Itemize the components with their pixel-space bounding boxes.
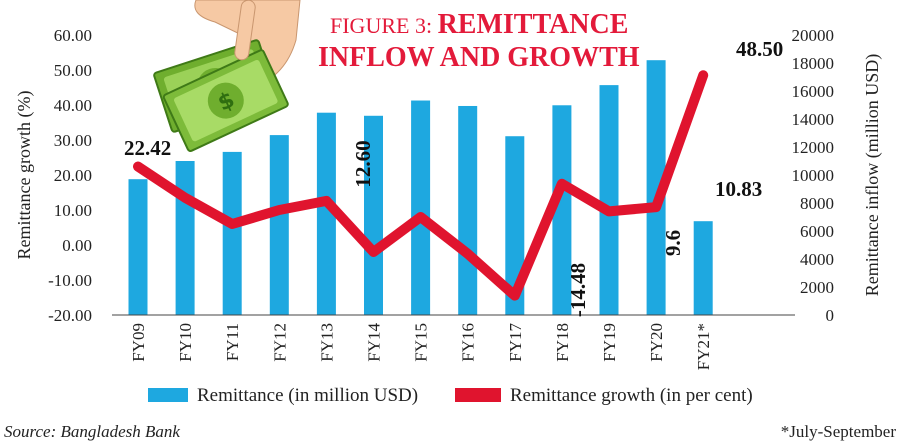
x-tick-label: FY18	[553, 323, 572, 362]
right-tick-label: 16000	[792, 82, 835, 101]
data-label-FY20: 10.83	[715, 177, 762, 201]
left-tick-label: 60.00	[54, 26, 92, 45]
x-tick-label: FY15	[412, 323, 431, 362]
left-tick-label: 50.00	[54, 61, 92, 80]
data-label-FY21: 48.50	[736, 37, 783, 61]
left-tick-label: 20.00	[54, 166, 92, 185]
legend-label-bar: Remittance (in million USD)	[197, 385, 418, 406]
bar-FY13	[316, 112, 336, 315]
x-tick-label: FY09	[129, 323, 148, 362]
left-axis-title: Remittance growth (%)	[14, 91, 35, 260]
x-tick-label: FY16	[459, 323, 478, 362]
left-tick-label: 10.00	[54, 201, 92, 220]
legend-label-line: Remittance growth (in per cent)	[510, 385, 753, 406]
hand-holding-money-icon: $	[153, 0, 301, 152]
data-label-FY19: 9.6	[661, 230, 685, 256]
bar-FY10	[175, 161, 195, 315]
right-tick-label: 14000	[792, 110, 835, 129]
source-note: Source: Bangladesh Bank	[4, 422, 180, 441]
bar-FY20	[646, 60, 666, 316]
chart-title: FIGURE 3: REMITTANCE INFLOW AND GROWTH	[318, 9, 640, 73]
legend: Remittance (in million USD) Remittance g…	[148, 385, 753, 406]
legend-swatch-bar	[148, 388, 188, 402]
bar-FY12	[269, 135, 289, 315]
right-axis-title: Remittance inflow (million USD)	[862, 54, 883, 296]
bar-FY09	[128, 179, 148, 315]
right-tick-label: 0	[826, 306, 835, 325]
right-tick-label: 6000	[800, 222, 834, 241]
bar-FY15	[411, 100, 431, 316]
left-tick-label: -10.00	[48, 271, 92, 290]
left-tick-label: 40.00	[54, 96, 92, 115]
x-tick-label: FY19	[600, 323, 619, 362]
bar-FY17	[505, 136, 525, 315]
right-tick-label: 8000	[800, 194, 834, 213]
svg-text:FIGURE 3: REMITTANCE: FIGURE 3: REMITTANCE	[330, 9, 628, 40]
period-note: *July-September	[781, 422, 897, 441]
line-series	[133, 70, 709, 301]
right-tick-label: 18000	[792, 54, 835, 73]
bar-FY21*	[693, 221, 713, 315]
left-axis-ticks: -20.00 -10.00 0.00 10.00 20.00 30.00 40.00 50.0…	[48, 26, 92, 325]
data-label-FY17: -14.48	[566, 263, 590, 317]
bar-FY16	[458, 105, 478, 315]
right-tick-label: 12000	[792, 138, 835, 157]
x-tick-label: FY10	[176, 323, 195, 362]
growth-line	[133, 70, 709, 301]
data-label-FY09: 22.42	[124, 136, 171, 160]
right-axis-ticks: 0 2000 4000 6000 8000 10000 12000 14000 16000 180…	[792, 26, 835, 325]
x-tick-label: FY14	[365, 323, 384, 362]
bar-FY19	[599, 85, 619, 316]
bar-FY11	[222, 151, 242, 315]
x-tick-label: FY20	[647, 323, 666, 362]
right-tick-label: 10000	[792, 166, 835, 185]
data-labels: 22.42 12.60 -14.48 9.6 10.83 48.50	[124, 37, 783, 317]
x-tick-label: FY17	[506, 323, 525, 362]
legend-swatch-line	[455, 388, 501, 402]
data-label-FY13: 12.60	[351, 140, 375, 187]
x-tick-label: FY21*	[694, 323, 713, 370]
x-tick-label: FY13	[317, 323, 336, 362]
right-tick-label: 4000	[800, 250, 834, 269]
right-tick-label: 20000	[792, 26, 835, 45]
left-tick-label: -20.00	[48, 306, 92, 325]
left-tick-label: 0.00	[62, 236, 92, 255]
left-tick-label: 30.00	[54, 131, 92, 150]
svg-text:INFLOW AND GROWTH: INFLOW AND GROWTH	[318, 42, 640, 73]
x-tick-label: FY12	[270, 323, 289, 362]
x-axis-ticks: FY09 FY10 FY11 FY12 FY13 FY14 FY15 FY16 FY17 FY18…	[129, 323, 713, 371]
bar-FY14	[364, 115, 383, 315]
right-tick-label: 2000	[800, 278, 834, 297]
x-tick-label: FY11	[223, 323, 242, 361]
bar-FY18	[552, 105, 572, 315]
